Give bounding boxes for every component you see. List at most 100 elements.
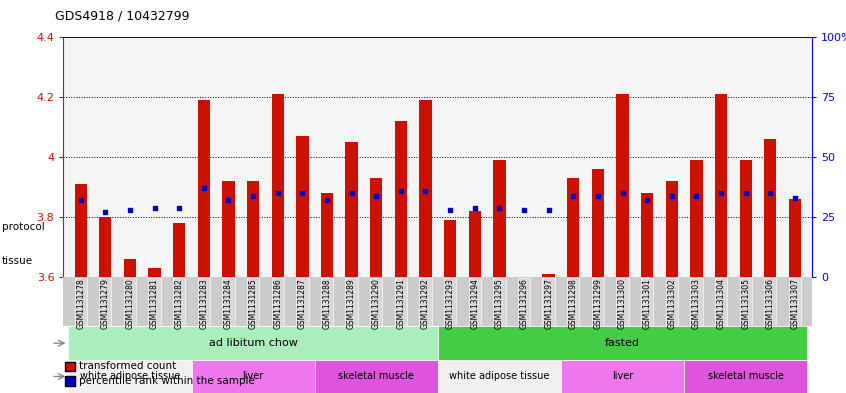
Text: protocol: protocol [2,222,45,232]
Text: GSM1131304: GSM1131304 [717,278,726,329]
Bar [247,181,259,277]
Text: ad libitum chow: ad libitum chow [209,338,298,348]
Bar [173,277,185,326]
Text: skeletal muscle: skeletal muscle [708,371,783,382]
Bar [173,223,185,277]
Text: percentile rank within the sample: percentile rank within the sample [79,376,255,386]
Text: liver: liver [243,371,264,382]
Bar [567,277,580,326]
Bar [567,178,580,277]
Bar [444,277,456,326]
Text: GSM1131292: GSM1131292 [421,278,430,329]
Bar [420,277,431,326]
Bar [690,160,702,277]
Bar [148,268,161,277]
Bar [666,277,678,326]
Text: GSM1131306: GSM1131306 [766,278,775,329]
Text: GSM1131295: GSM1131295 [495,278,504,329]
Text: GSM1131285: GSM1131285 [249,278,257,329]
Bar [715,277,728,326]
Bar [345,142,358,277]
Text: GSM1131287: GSM1131287 [298,278,307,329]
Bar [764,139,777,277]
Text: GSM1131288: GSM1131288 [322,278,332,329]
Text: GSM1131296: GSM1131296 [519,278,529,329]
Bar [272,277,284,326]
Bar [296,277,309,326]
Text: GSM1131298: GSM1131298 [569,278,578,329]
Bar [148,277,161,326]
Bar [641,277,653,326]
Bar [666,181,678,277]
Bar [345,277,358,326]
Text: GSM1131300: GSM1131300 [618,278,627,329]
Bar [296,136,309,277]
Text: GSM1131283: GSM1131283 [200,278,208,329]
Bar [395,121,407,277]
Text: GSM1131290: GSM1131290 [371,278,381,329]
Bar [247,277,259,326]
Bar [444,220,456,277]
Bar [321,193,333,277]
Text: GSM1131291: GSM1131291 [397,278,405,329]
Bar [561,360,684,393]
Text: transformed count: transformed count [79,361,176,371]
Bar [542,277,555,326]
Text: GDS4918 / 10432799: GDS4918 / 10432799 [55,10,190,23]
Bar [395,277,407,326]
Bar [493,160,506,277]
Text: tissue: tissue [2,255,33,266]
Text: GSM1131307: GSM1131307 [790,278,799,329]
Text: GSM1131294: GSM1131294 [470,278,479,329]
Bar [222,277,234,326]
Text: skeletal muscle: skeletal muscle [338,371,415,382]
Bar [641,193,653,277]
Bar [715,94,728,277]
Bar [315,360,437,393]
Bar [684,360,807,393]
Bar [690,277,702,326]
Text: GSM1131303: GSM1131303 [692,278,700,329]
Bar [739,277,752,326]
Bar [124,277,136,326]
Bar [617,277,629,326]
Bar [69,326,437,360]
Text: GSM1131282: GSM1131282 [175,278,184,329]
Text: white adipose tissue: white adipose tissue [80,371,180,382]
Bar [617,94,629,277]
Bar [272,94,284,277]
Bar [764,277,777,326]
Bar [321,277,333,326]
Bar [591,169,604,277]
Text: GSM1131293: GSM1131293 [446,278,454,329]
Bar [74,277,87,326]
Bar [99,277,112,326]
Bar [469,277,481,326]
Bar [222,181,234,277]
Bar [63,277,812,326]
Bar [191,360,315,393]
Text: GSM1131286: GSM1131286 [273,278,283,329]
Bar [198,100,210,277]
Text: GSM1131279: GSM1131279 [101,278,110,329]
Bar [124,259,136,277]
Bar [370,178,382,277]
Bar [370,277,382,326]
Bar [788,199,801,277]
Text: GSM1131289: GSM1131289 [347,278,356,329]
Text: GSM1131301: GSM1131301 [643,278,651,329]
Text: GSM1131302: GSM1131302 [667,278,676,329]
Text: liver: liver [612,371,633,382]
Text: GSM1131281: GSM1131281 [150,278,159,329]
Text: GSM1131280: GSM1131280 [125,278,135,329]
Bar [74,184,87,277]
Bar [469,211,481,277]
Bar [420,100,431,277]
Text: GSM1131297: GSM1131297 [544,278,553,329]
Text: GSM1131284: GSM1131284 [224,278,233,329]
Text: GSM1131278: GSM1131278 [76,278,85,329]
Bar [739,160,752,277]
Text: white adipose tissue: white adipose tissue [449,371,550,382]
Bar [438,360,561,393]
Bar [493,277,506,326]
